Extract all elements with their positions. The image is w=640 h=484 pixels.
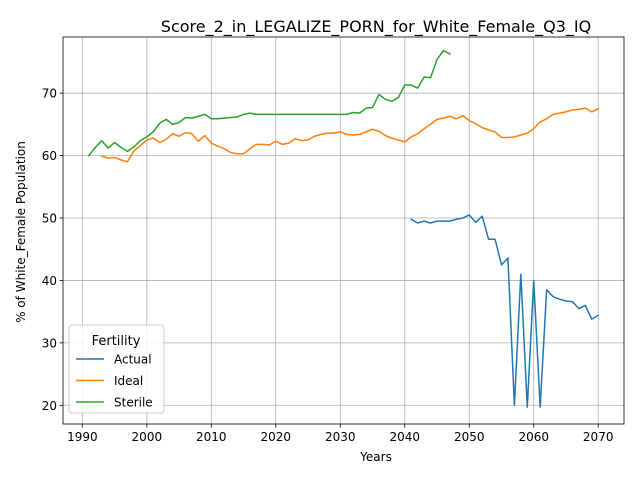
- legend: Fertility Actual Ideal Sterile: [69, 325, 164, 413]
- x-tick-label: 2000: [132, 430, 163, 444]
- legend-label-actual: Actual: [114, 353, 152, 367]
- legend-title: Fertility: [92, 334, 141, 349]
- legend-label-ideal: Ideal: [114, 374, 143, 388]
- chart-title: Score_2_in_LEGALIZE_PORN_for_White_Femal…: [161, 17, 591, 37]
- y-tick-label: 50: [42, 212, 57, 226]
- x-tick-label: 2070: [583, 430, 614, 444]
- x-tick-label: 2030: [325, 430, 356, 444]
- x-tick-label: 2060: [518, 430, 549, 444]
- x-tick-label: 2020: [261, 430, 292, 444]
- y-axis-label: % of White_Female Population: [14, 141, 28, 323]
- x-tick-label: 2050: [454, 430, 485, 444]
- y-tick-label: 20: [42, 399, 57, 413]
- y-tick-label: 70: [42, 87, 57, 101]
- y-tick-label: 30: [42, 336, 57, 350]
- x-tick-label: 1990: [67, 430, 98, 444]
- x-tick-label: 2040: [389, 430, 420, 444]
- y-tick-label: 60: [42, 149, 57, 163]
- x-axis-label: Years: [359, 450, 392, 464]
- x-tick-label: 2010: [196, 430, 227, 444]
- y-tick-label: 40: [42, 274, 57, 288]
- legend-label-sterile: Sterile: [114, 396, 153, 410]
